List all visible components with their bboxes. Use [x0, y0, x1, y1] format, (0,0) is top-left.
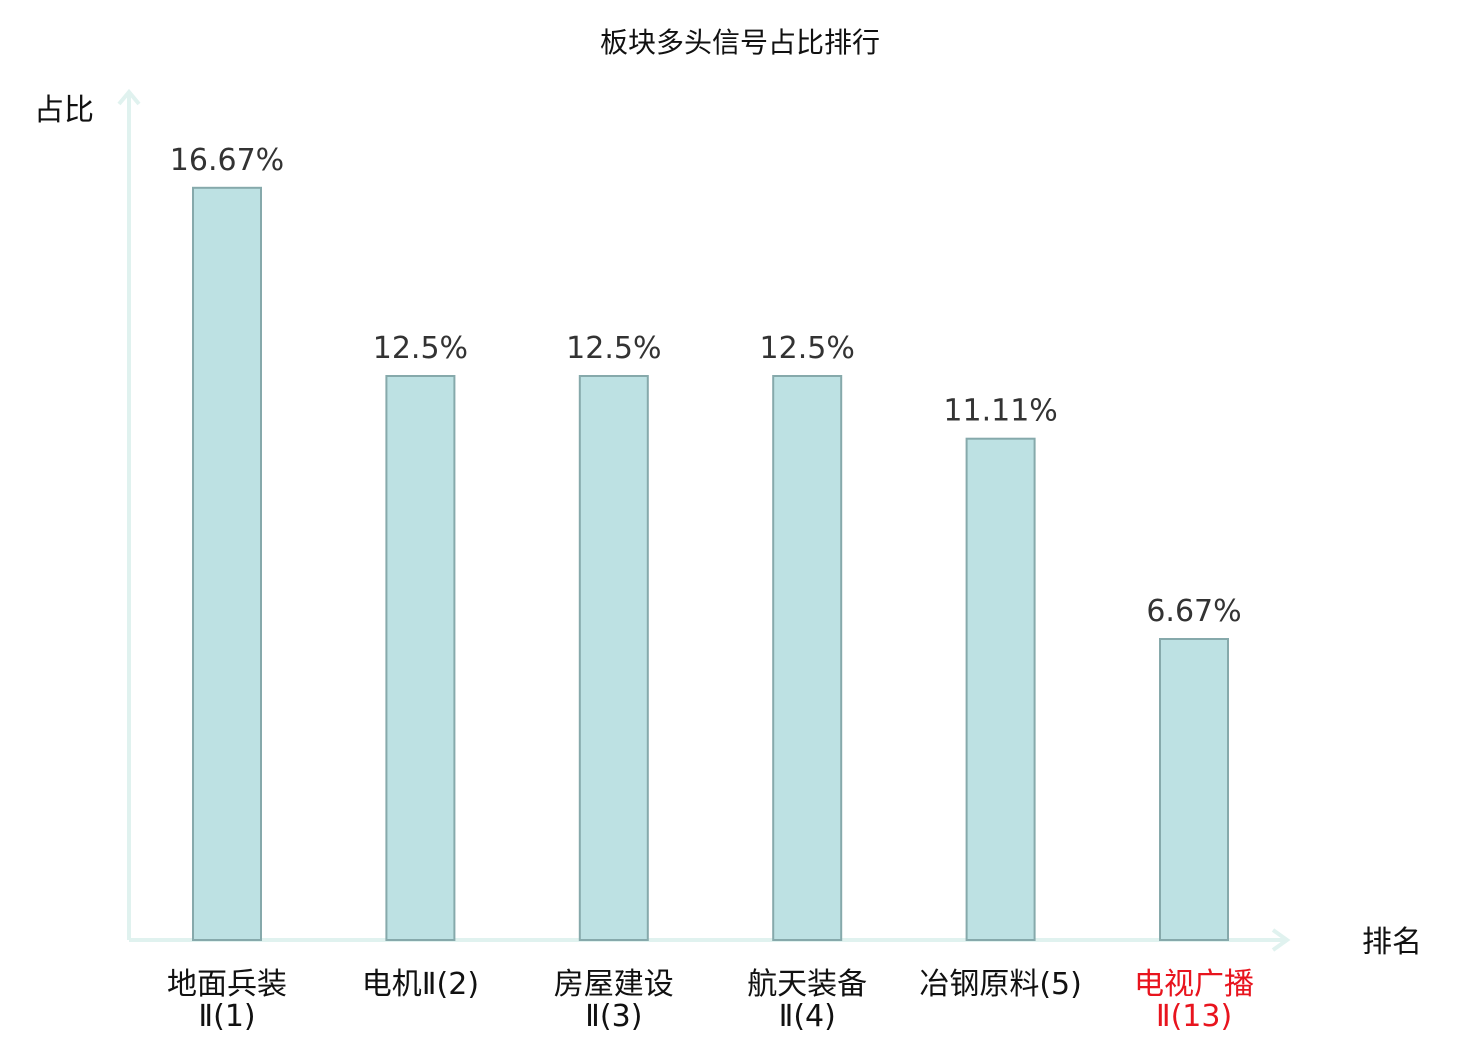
bar	[772, 375, 843, 941]
bar-value-label: 12.5%	[760, 331, 855, 366]
y-axis-arrow	[117, 88, 141, 106]
x-axis-arrow	[1271, 928, 1291, 952]
y-axis-title: 占比	[34, 93, 94, 128]
bar-value-label: 12.5%	[373, 331, 468, 366]
category-label: 房屋建设	[554, 967, 674, 1002]
category-label-highlight: 电视广播	[1134, 967, 1254, 1002]
bar-value-label: 16.67%	[170, 143, 284, 178]
bar	[578, 375, 649, 941]
bar-value-label: 11.11%	[943, 394, 1057, 429]
bars-group	[192, 186, 1229, 942]
bar	[192, 186, 262, 942]
bar-value-label: 6.67%	[1146, 594, 1241, 629]
x-axis-title: 排名	[1362, 925, 1422, 960]
bar	[385, 375, 456, 941]
bar-value-label: 12.5%	[566, 331, 661, 366]
category-label: 航天装备	[747, 967, 867, 1002]
value-labels-group: 16.67% 12.5% 12.5% 12.5% 11.11% 6.67%	[170, 143, 1242, 629]
chart-title: 板块多头信号占比排行	[600, 26, 880, 59]
category-label-line2-highlight: Ⅱ(13)	[1156, 999, 1232, 1034]
y-axis	[117, 88, 141, 940]
category-label: 冶钢原料(5)	[919, 967, 1082, 1002]
x-axis	[129, 928, 1291, 952]
category-label: 电机Ⅱ(2)	[362, 967, 479, 1002]
bar	[1159, 638, 1229, 941]
category-label: 地面兵装	[167, 967, 287, 1002]
category-label-line2: Ⅱ(1)	[198, 999, 255, 1034]
bar	[965, 437, 1036, 941]
category-label-line2: Ⅱ(3)	[585, 999, 642, 1034]
category-label-line2: Ⅱ(4)	[779, 999, 836, 1034]
